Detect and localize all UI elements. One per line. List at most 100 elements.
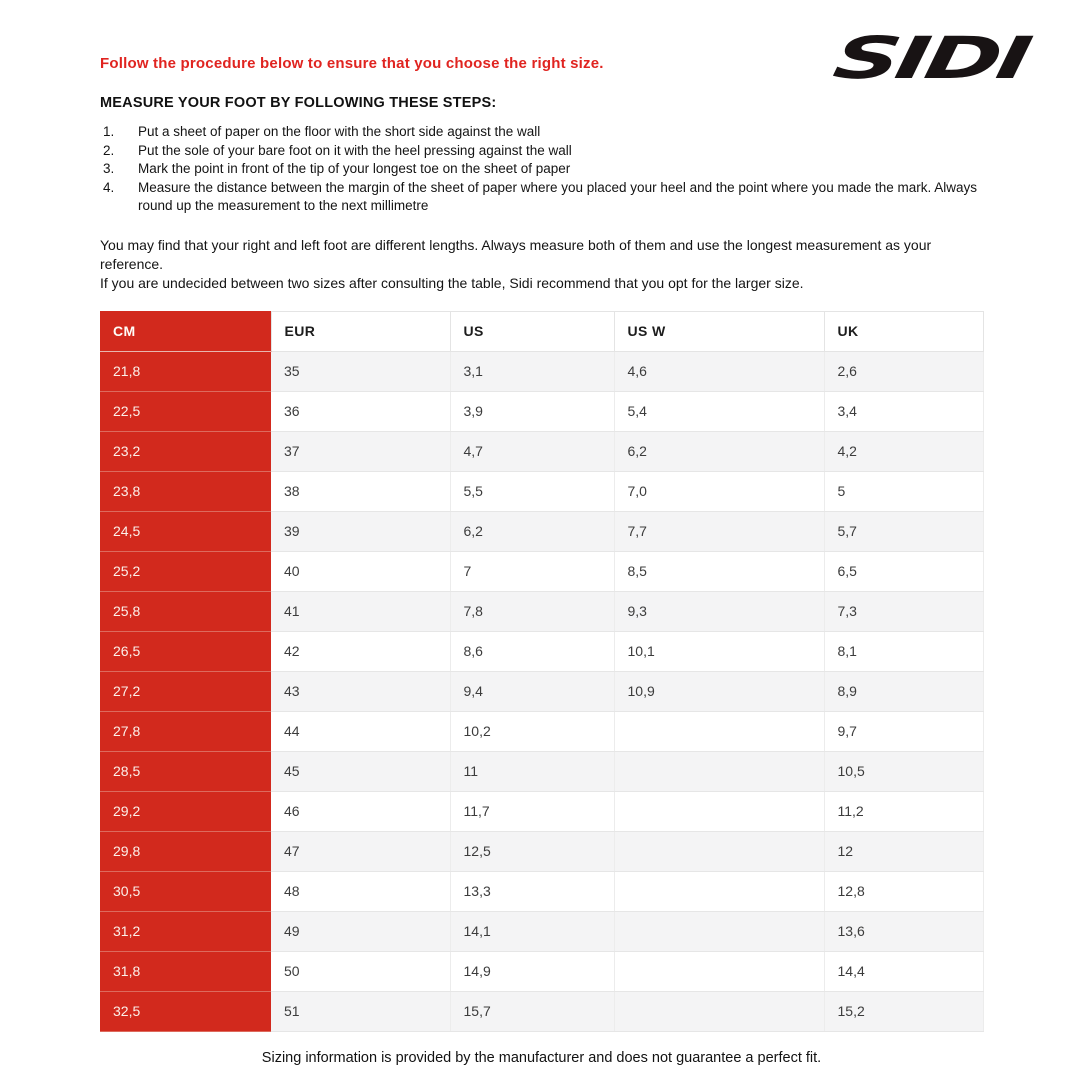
- size-cell: 6,2: [450, 511, 615, 552]
- cm-cell: 23,8: [100, 471, 271, 512]
- size-cell: [614, 831, 825, 872]
- step-number: 1.: [103, 124, 115, 139]
- size-cell: [614, 791, 825, 832]
- size-cell: 8,5: [614, 551, 825, 592]
- size-cell: 3,4: [824, 391, 984, 432]
- size-cell: 42: [271, 631, 451, 672]
- size-cell: 38: [271, 471, 451, 512]
- cm-cell: 22,5: [100, 391, 271, 432]
- cm-cell: 31,8: [100, 951, 271, 992]
- table-row: 27,8 44 10,2 9,7: [100, 711, 984, 752]
- cm-cell: 23,2: [100, 431, 271, 472]
- cm-cell: 28,5: [100, 751, 271, 792]
- size-cell: 9,3: [614, 591, 825, 632]
- table-row: 25,8 41 7,8 9,3 7,3: [100, 591, 984, 632]
- size-cell: 15,7: [450, 991, 615, 1032]
- steps-heading: MEASURE YOUR FOOT BY FOLLOWING THESE STE…: [100, 95, 497, 111]
- cm-cell: 31,2: [100, 911, 271, 952]
- size-cell: 11,7: [450, 791, 615, 832]
- size-cell: 3,9: [450, 391, 615, 432]
- size-cell: 36: [271, 391, 451, 432]
- cm-cell: 24,5: [100, 511, 271, 552]
- column-header-uk: UK: [823, 310, 984, 352]
- table-row: 30,5 48 13,3 12,8: [100, 871, 984, 912]
- size-cell: 14,1: [450, 911, 615, 952]
- size-cell: [614, 951, 825, 992]
- column-header-us: US: [449, 310, 615, 352]
- size-cell: 49: [271, 911, 451, 952]
- size-cell: 11: [450, 751, 615, 792]
- table-row: 25,2 40 7 8,5 6,5: [100, 551, 984, 592]
- note-undecided: If you are undecided between two sizes a…: [100, 274, 804, 291]
- table-row: 23,8 38 5,5 7,0 5: [100, 471, 984, 512]
- cm-cell: 29,2: [100, 791, 271, 832]
- step-item: 1. Put a sheet of paper on the floor with…: [100, 123, 983, 142]
- size-cell: 9,7: [824, 711, 984, 752]
- footer-disclaimer: Sizing information is provided by the ma…: [261, 1049, 822, 1066]
- intro-heading: Follow the procedure below to ensure tha…: [100, 55, 604, 72]
- cm-cell: 27,2: [100, 671, 271, 712]
- step-item: 4. Measure the distance between the margi…: [100, 179, 983, 216]
- size-cell: 7,8: [450, 591, 615, 632]
- svg-text:SIDI: SIDI: [829, 28, 1036, 90]
- size-cell: 44: [271, 711, 451, 752]
- size-cell: 6,5: [824, 551, 984, 592]
- header-row: CM EUR US US W UK: [100, 310, 984, 352]
- size-cell: 7,3: [824, 591, 984, 632]
- size-cell: 5,7: [824, 511, 984, 552]
- size-cell: 4,6: [614, 351, 825, 392]
- size-cell: 43: [271, 671, 451, 712]
- table-row: 22,5 36 3,9 5,4 3,4: [100, 391, 984, 432]
- cm-cell: 30,5: [100, 871, 271, 912]
- table-row: 29,2 46 11,7 11,2: [100, 791, 984, 832]
- size-cell: 12: [824, 831, 984, 872]
- size-cell: 45: [271, 751, 451, 792]
- column-header-eur: EUR: [270, 310, 451, 352]
- size-cell: 10,2: [450, 711, 615, 752]
- size-cell: 4,2: [824, 431, 984, 472]
- table-row: 32,5 51 15,7 15,2: [100, 991, 984, 1032]
- cm-cell: 27,8: [100, 711, 271, 752]
- column-header-us-w: US W: [613, 310, 825, 352]
- column-header-cm: CM: [100, 311, 271, 352]
- size-cell: 39: [271, 511, 451, 552]
- size-cell: 10,5: [824, 751, 984, 792]
- size-cell: 14,9: [450, 951, 615, 992]
- size-cell: 46: [271, 791, 451, 832]
- size-cell: [614, 711, 825, 752]
- cm-cell: 29,8: [100, 831, 271, 872]
- cm-cell: 25,2: [100, 551, 271, 592]
- size-cell: 8,6: [450, 631, 615, 672]
- steps-list: 1. Put a sheet of paper on the floor with…: [100, 123, 983, 216]
- size-cell: 7,0: [614, 471, 825, 512]
- size-cell: 12,5: [450, 831, 615, 872]
- size-cell: [614, 991, 825, 1032]
- size-cell: 5,4: [614, 391, 825, 432]
- size-cell: 15,2: [824, 991, 984, 1032]
- size-cell: 14,4: [824, 951, 984, 992]
- sidi-logo-icon: SIDI: [829, 24, 1036, 91]
- size-table: CM EUR US US W UK 21,8 35 3,1 4,6 2,6 22,5 36 3,9 5,…: [100, 310, 984, 1032]
- size-table-body: 21,8 35 3,1 4,6 2,6 22,5 36 3,9 5,4 3,4 23,2 37 4,7 6…: [100, 351, 984, 1032]
- size-cell: 51: [271, 991, 451, 1032]
- table-row: 29,8 47 12,5 12: [100, 831, 984, 872]
- cm-cell: 21,8: [100, 351, 271, 392]
- step-text: Measure the distance between the margin …: [138, 179, 978, 214]
- size-cell: [614, 871, 825, 912]
- size-cell: 13,6: [824, 911, 984, 952]
- table-row: 21,8 35 3,1 4,6 2,6: [100, 351, 984, 392]
- size-cell: 10,1: [614, 631, 825, 672]
- step-text: Put a sheet of paper on the floor with t…: [138, 124, 541, 139]
- size-cell: 8,9: [824, 671, 984, 712]
- size-cell: 4,7: [450, 431, 615, 472]
- table-row: 27,2 43 9,4 10,9 8,9: [100, 671, 984, 712]
- size-cell: [614, 751, 825, 792]
- size-cell: 35: [271, 351, 451, 392]
- size-cell: 13,3: [450, 871, 615, 912]
- size-table-head: CM EUR US US W UK: [100, 310, 984, 352]
- table-row: 28,5 45 11 10,5: [100, 751, 984, 792]
- size-cell: 48: [271, 871, 451, 912]
- table-row: 31,2 49 14,1 13,6: [100, 911, 984, 952]
- step-text: Mark the point in front of the tip of yo…: [138, 161, 571, 176]
